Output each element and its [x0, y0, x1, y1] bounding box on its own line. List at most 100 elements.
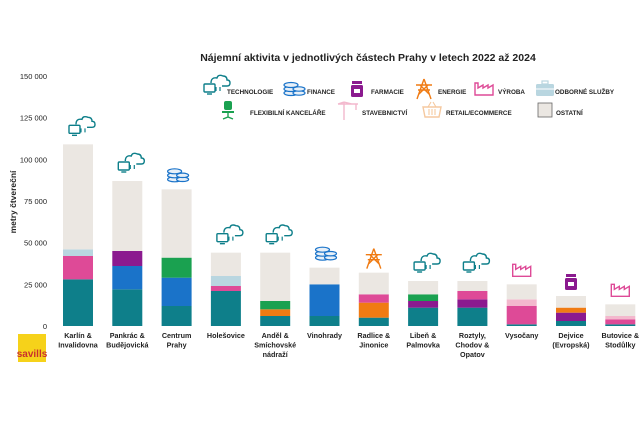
brand-logo: savills [17, 334, 48, 362]
bar-icons [68, 115, 630, 298]
brand-logo-box [18, 334, 46, 362]
legend-item-ostatni: OSTATNÍ [537, 102, 583, 118]
legend-label-farmacie: FARMACIE [371, 89, 404, 96]
legend-item-farmacie: FARMACIE [351, 81, 404, 97]
legend-label-vyroba: VÝROBA [498, 87, 525, 96]
legend-label-retail: RETAIL/ECOMMERCE [446, 110, 512, 117]
bar-icon-farmacie-icon [565, 274, 577, 290]
bar-segment-technologie [358, 317, 389, 326]
y-tick-label: 25 000 [24, 280, 47, 289]
x-tick-label: Pankrác & Budějovická [106, 331, 149, 350]
legend-technologie-icon [203, 74, 231, 95]
y-tick-label: 75 000 [24, 197, 47, 206]
legend-label-stavebnictvi: STAVEBNICTVÍ [362, 108, 407, 117]
bar-segment-vyroba [358, 294, 389, 303]
bar-segment-ostatni [605, 304, 636, 316]
legend-item-stavebnictvi: STAVEBNICTVÍ [337, 101, 407, 120]
legend-item-finance: FINANCE [283, 81, 335, 97]
x-axis-labels: Karlín & Invalidovna Pankrác & Budějovická C… [58, 331, 639, 359]
bar-segment-finance [112, 266, 143, 290]
legend-label-energie: ENERGIE [438, 89, 466, 96]
bar-segment-stavebnictvi [506, 299, 537, 306]
x-tick-label: Centrum Prahy [162, 331, 192, 350]
bar-icon-technologie-icon [68, 115, 96, 137]
bar-segment-farmacie [457, 299, 488, 308]
legend-farmacie-icon [351, 81, 363, 97]
bar-icon-energie-icon [365, 248, 382, 269]
bar-segment-stavebnictvi [605, 316, 636, 320]
legend-item-flex: FLEXIBILNÍ KANCELÁŘE [222, 101, 326, 120]
bar-segment-technologie [112, 289, 143, 326]
x-tick-label: Radlice & Jinonice [357, 331, 390, 350]
bar-segment-technologie [309, 316, 340, 326]
legend-item-odborne: ODBORNÉ SLUŽBY [536, 80, 615, 96]
legend-flex-icon [222, 101, 234, 120]
bar-segment-technologie [605, 324, 636, 326]
bar-segment-ostatni [556, 296, 586, 308]
legend-odborne-icon [536, 80, 554, 96]
bar-segment-vyroba [506, 306, 537, 325]
x-tick-label: Anděl & Smíchovské nádraží [254, 331, 296, 359]
bar-segment-flex [408, 294, 439, 301]
y-tick-label: 50 000 [24, 239, 47, 248]
bar-segment-technologie [210, 291, 241, 326]
bar-segment-technologie [63, 279, 93, 326]
x-tick-label: Butovice & Stodůlky [602, 331, 640, 350]
legend-item-technologie: TECHNOLOGIE [203, 74, 273, 96]
legend-ostatni-icon [537, 102, 553, 118]
bar-segment-ostatni [63, 144, 93, 250]
bar-icon-finance-icon [314, 246, 338, 261]
chart-title: Nájemní aktivita v jednotlivých částech … [200, 52, 536, 64]
bar-segment-vyroba [605, 319, 636, 325]
bar-segment-technologie [556, 321, 586, 326]
brand-logo-text: savills [17, 349, 48, 360]
bar-segment-technologie [161, 306, 192, 326]
legend-item-vyroba: VÝROBA [474, 82, 525, 96]
bar-segment-vyroba [457, 291, 488, 300]
legend-retail-icon [422, 101, 442, 118]
bars [63, 144, 636, 326]
y-axis-label: metry čtvereční [8, 170, 18, 233]
legend-label-technologie: TECHNOLOGIE [227, 89, 273, 96]
bar-segment-vyroba [63, 256, 93, 280]
legend-stavebnictvi-icon [337, 101, 358, 120]
bar-segment-finance [161, 277, 192, 306]
x-tick-label: Holešovice [207, 331, 245, 340]
bar-icon-finance-icon [167, 168, 190, 183]
legend-label-flex: FLEXIBILNÍ KANCELÁŘE [250, 108, 326, 117]
x-tick-label: Dejvice (Evropská) [552, 331, 590, 350]
bar-segment-ostatni [506, 284, 537, 300]
bar-icon-technologie-icon [413, 252, 441, 273]
bar-segment-ostatni [309, 267, 340, 285]
bar-segment-farmacie [408, 301, 439, 308]
bar-icon-vyroba-icon [610, 283, 630, 298]
bar-segment-technologie [457, 307, 488, 326]
bar-icon-technologie-icon [216, 224, 244, 245]
x-tick-label: Karlín & Invalidovna [58, 331, 99, 350]
bar-segment-farmacie [112, 251, 143, 266]
legend-item-retail: RETAIL/ECOMMERCE [422, 101, 512, 118]
legend-label-ostatni: OSTATNÍ [556, 108, 583, 117]
bar-segment-ostatni [358, 272, 389, 295]
x-tick-label: Vinohrady [307, 331, 342, 340]
bar-segment-flex [260, 301, 291, 310]
bar-segment-energie [260, 309, 291, 316]
bar-segment-ostatni [112, 181, 143, 251]
legend-energie-icon [416, 78, 432, 100]
legend-item-energie: ENERGIE [416, 78, 466, 100]
bar-segment-ostatni [457, 281, 488, 291]
y-axis-ticks: 0 25 000 50 000 75 000 100 000 125 000 150 000 [20, 72, 47, 331]
bar-segment-flex [161, 257, 192, 278]
bar-segment-farmacie [556, 312, 586, 321]
legend-label-odborne: ODBORNÉ SLUŽBY [555, 87, 615, 96]
legend-label-finance: FINANCE [307, 89, 335, 96]
legend: TECHNOLOGIE FINANCE FARMACIE ENERGIE VÝROBA O… [203, 74, 615, 120]
bar-segment-energie [358, 302, 389, 318]
legend-finance-icon [283, 81, 306, 97]
bar-icon-technologie-icon [462, 252, 491, 273]
bar-segment-energie [556, 307, 586, 313]
x-tick-label: Roztyly, Chodov & Opatov [455, 331, 489, 359]
bar-segment-technologie [506, 324, 537, 326]
